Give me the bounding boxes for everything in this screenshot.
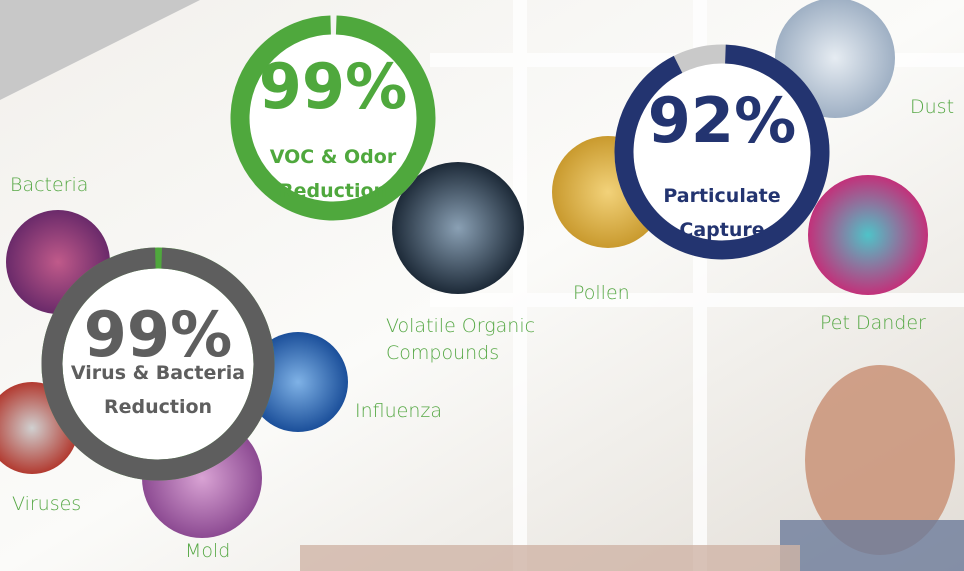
- label: Influenza: [355, 400, 442, 422]
- gauge-caption: Reduction: [104, 396, 212, 418]
- gauge-percent: 99%: [259, 50, 407, 123]
- page: {"gauges": [ {"value": 99, "value_label"…: [0, 0, 964, 571]
- label: Dust: [910, 96, 954, 118]
- gauge-caption: Particulate: [663, 185, 780, 207]
- gauge-caption: Virus & Bacteria: [71, 362, 245, 384]
- gauge-caption: Capture: [679, 219, 764, 241]
- label: Viruses: [12, 493, 81, 515]
- label: Pollen: [573, 282, 630, 304]
- label: Volatile Organic: [386, 315, 535, 337]
- person-shirt: [780, 520, 964, 571]
- gauge-caption: Reduction: [279, 180, 387, 202]
- person-arm: [300, 545, 800, 571]
- gauge-percent: 99%: [84, 298, 232, 371]
- infographic: Bacteria Volatile Organic Compounds Poll…: [0, 0, 964, 571]
- pet-dander-image: [808, 175, 928, 295]
- label: Pet Dander: [820, 312, 926, 334]
- gauge-caption: VOC & Odor: [270, 146, 397, 168]
- label: Mold: [185, 540, 230, 562]
- label: Bacteria: [10, 174, 88, 196]
- label: Compounds: [386, 342, 499, 364]
- gauge-percent: 92%: [648, 84, 796, 157]
